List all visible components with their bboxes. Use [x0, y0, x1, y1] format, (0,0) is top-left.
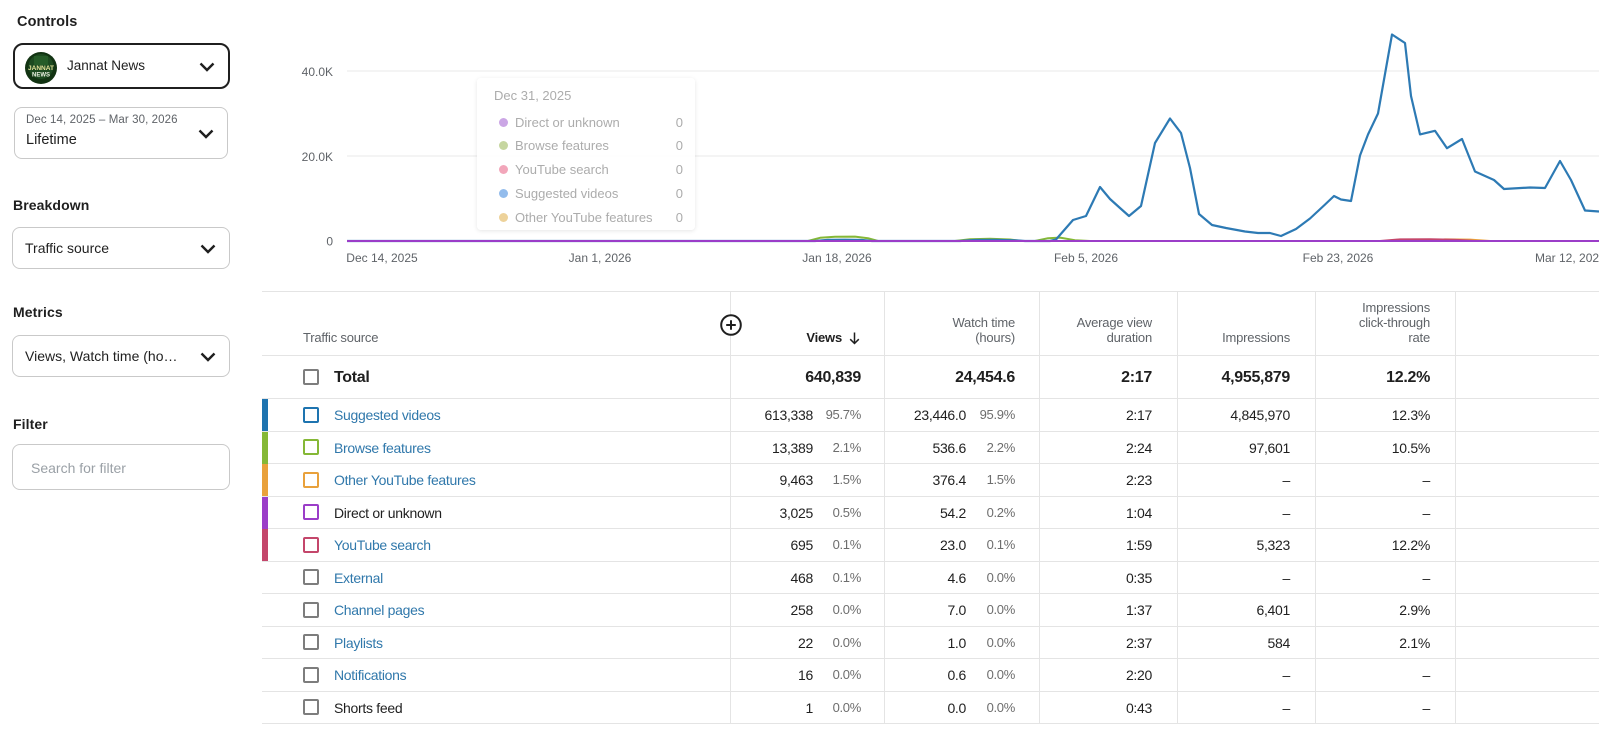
svg-text:Jan 1, 2026: Jan 1, 2026 [569, 251, 632, 265]
svg-text:Jan 18, 2026: Jan 18, 2026 [802, 251, 872, 265]
svg-text:Feb 5, 2026: Feb 5, 2026 [1054, 251, 1118, 265]
svg-text:0: 0 [326, 235, 333, 249]
svg-text:NEWS: NEWS [32, 73, 50, 79]
svg-text:Mar 12, 2026: Mar 12, 2026 [1535, 251, 1599, 265]
svg-text:Dec 14, 2025: Dec 14, 2025 [346, 251, 418, 265]
svg-text:40.0K: 40.0K [302, 65, 333, 79]
svg-text:20.0K: 20.0K [302, 150, 333, 164]
svg-text:Feb 23, 2026: Feb 23, 2026 [1303, 251, 1374, 265]
svg-text:JANNAT: JANNAT [28, 65, 54, 72]
